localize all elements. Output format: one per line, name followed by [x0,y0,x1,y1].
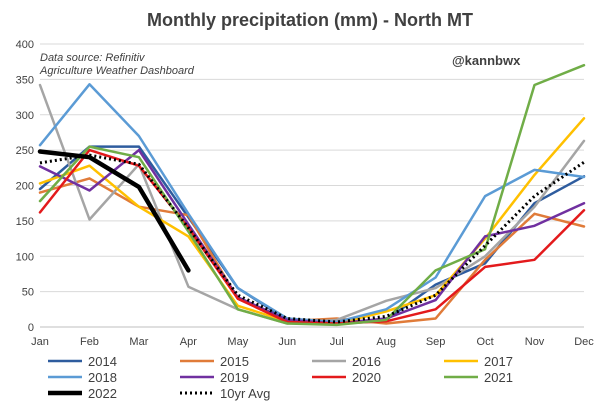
y-tick-label: 350 [16,74,34,86]
legend-label: 2019 [220,370,249,385]
series-line [37,149,191,273]
legend-label: 10yr Avg [220,386,270,401]
series-line [38,83,586,325]
x-tick-label: Feb [80,336,99,348]
chart-title: Monthly precipitation (mm) - North MT [147,10,473,30]
y-tick-label: 0 [28,322,34,334]
x-tick-label: May [227,336,248,348]
legend-label: 2018 [88,370,117,385]
series-line [39,153,585,324]
data-source-note: Data source: Refinitiv [40,52,146,64]
y-tick-label: 200 [16,181,34,193]
y-axis-ticks: 0 50 100 150 200 250 300 350 400 [16,39,34,334]
y-tick-label: 50 [22,287,34,299]
y-tick-label: 400 [16,39,34,51]
legend-label: 2015 [220,354,249,369]
legend-label: 2016 [352,354,381,369]
series-line [38,83,586,324]
series-line [38,148,586,325]
x-tick-label: Aug [376,336,396,348]
x-tick-label: Sep [426,336,446,348]
series-line [38,145,586,325]
author-handle: @kannbwx [452,53,521,68]
data-source-note-line2: Agriculture Weather Dashboard [39,65,195,77]
x-tick-label: Dec [574,336,594,348]
x-tick-label: Oct [477,336,494,348]
series-line [38,63,586,327]
y-tick-label: 300 [16,110,34,122]
x-tick-label: Jul [330,336,344,348]
legend: 2014 2015 2016 2017 2018 2019 2020 2021 2022 10yr… [48,354,513,401]
x-tick-label: Jun [278,336,296,348]
legend-label: 2017 [484,354,513,369]
gridlines [40,43,584,328]
x-tick-label: Apr [180,336,197,348]
x-tick-label: Jan [31,336,49,348]
x-axis-ticks: Jan Feb Mar Apr May Jun Jul Aug Sep Oct Nov Dec [31,336,594,348]
series-lines [37,63,586,327]
x-tick-label: Nov [525,336,545,348]
legend-label: 2014 [88,354,117,369]
legend-label: 2020 [352,370,381,385]
y-tick-label: 150 [16,216,34,228]
series-line [38,177,586,325]
legend-label: 2021 [484,370,513,385]
y-tick-label: 250 [16,145,34,157]
legend-label: 2022 [88,386,117,401]
y-tick-label: 100 [16,251,34,263]
x-tick-label: Mar [129,336,148,348]
